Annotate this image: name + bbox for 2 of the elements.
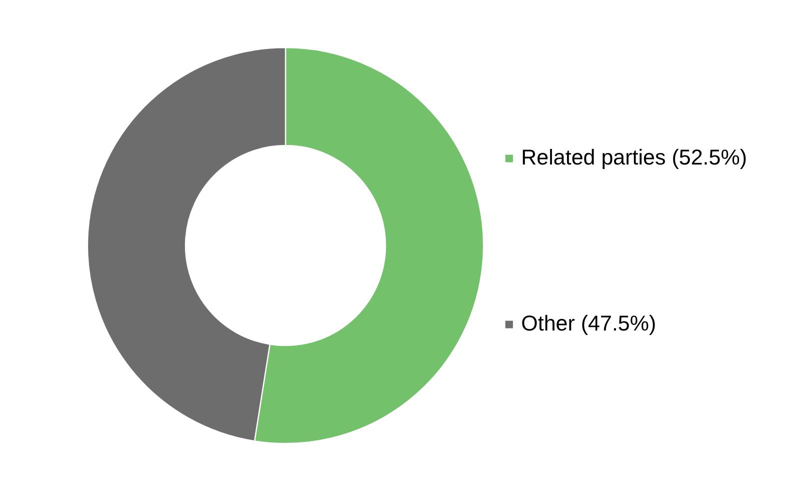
legend-label: Related parties (52.5%) xyxy=(521,146,747,170)
legend-label: Other (47.5%) xyxy=(521,312,656,336)
